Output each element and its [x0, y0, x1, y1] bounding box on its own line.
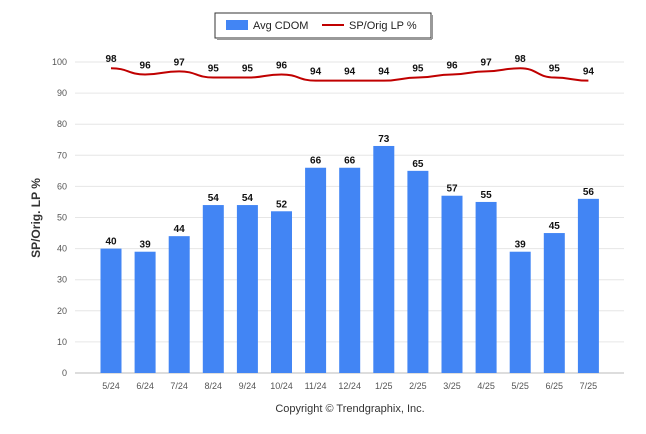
copyright-footer: Copyright © Trendgraphix, Inc. [275, 403, 424, 415]
bar [577, 198, 599, 373]
bar-labels: 40 39 44 54 54 52 66 66 73 65 57 55 39 45 56 [105, 134, 594, 251]
bar-data-label: 54 [242, 193, 254, 204]
bar-data-label: 52 [276, 199, 288, 210]
x-tick-label: 3/25 [443, 381, 461, 391]
bar-data-label: 55 [481, 190, 493, 201]
x-tick-label: 2/25 [409, 381, 427, 391]
bar-data-label: 57 [446, 184, 458, 195]
line-data-label: 98 [105, 54, 117, 65]
line-data-label: 95 [242, 64, 254, 75]
bar [236, 205, 258, 373]
line-labels: 98 96 97 95 95 96 94 94 94 95 96 97 98 95 94 [105, 54, 594, 77]
x-tick-label: 7/24 [170, 381, 188, 391]
y-tick-label: 30 [57, 275, 67, 285]
x-tick-label: 10/24 [270, 381, 293, 391]
bar [339, 167, 361, 373]
bar [271, 211, 292, 373]
bar [475, 201, 497, 373]
line-path [110, 67, 589, 82]
x-tick-label: 1/25 [375, 381, 393, 391]
bar-data-label: 39 [515, 240, 527, 251]
line-data-label: 96 [140, 60, 152, 71]
legend: Avg CDOM SP/Orig LP % [214, 12, 433, 40]
bar-data-label: 65 [412, 159, 424, 170]
x-ticks: 5/24 6/24 7/24 8/24 9/24 10/24 11/24 12/24 1/25 2… [102, 381, 597, 391]
bar-data-label: 45 [549, 221, 561, 232]
bar-data-label: 66 [310, 156, 322, 167]
y-tick-label: 20 [57, 306, 67, 316]
bar [134, 251, 156, 373]
bar-data-label: 44 [174, 224, 186, 235]
y-ticks: 0 10 20 30 40 50 60 70 80 90 100 [52, 57, 67, 378]
line-data-label: 96 [276, 60, 288, 71]
bar-data-label: 40 [105, 237, 117, 248]
line-data-label: 94 [378, 67, 390, 78]
y-tick-label: 80 [57, 119, 67, 129]
bar [373, 145, 395, 373]
line-data-label: 94 [344, 67, 356, 78]
bar-data-label: 73 [378, 134, 390, 145]
x-tick-label: 5/24 [102, 381, 120, 391]
bar [168, 236, 190, 373]
bar [543, 233, 565, 373]
line-data-label: 94 [583, 67, 595, 78]
x-tick-label: 5/25 [511, 381, 529, 391]
bar [305, 167, 327, 373]
y-tick-label: 70 [57, 150, 67, 160]
line-data-label: 96 [446, 60, 458, 71]
bars [100, 145, 599, 373]
bar [202, 205, 224, 373]
x-tick-label: 11/24 [305, 381, 327, 391]
line-data-label: 94 [310, 67, 322, 78]
x-tick-label: 12/24 [338, 381, 361, 391]
x-tick-label: 4/25 [477, 381, 495, 391]
y-tick-label: 100 [52, 57, 67, 67]
bar [441, 195, 463, 373]
bar-data-label: 54 [208, 193, 220, 204]
x-tick-label: 6/24 [136, 381, 154, 391]
y-axis-label: SP/Orig. LP % [29, 178, 43, 258]
line-data-label: 95 [208, 64, 220, 75]
bar-data-label: 66 [344, 156, 356, 167]
y-tick-label: 40 [57, 244, 67, 254]
line-data-label: 98 [515, 54, 527, 65]
y-tick-label: 60 [57, 181, 67, 191]
legend-swatch-bar [226, 20, 248, 30]
y-tick-label: 90 [57, 88, 67, 98]
line-data-label: 97 [174, 57, 186, 68]
x-tick-label: 6/25 [546, 381, 564, 391]
line-series [110, 67, 589, 82]
legend-label-line: SP/Orig LP % [349, 20, 417, 32]
y-tick-label: 50 [57, 213, 67, 223]
bar-data-label: 56 [583, 187, 595, 198]
bar [509, 251, 531, 373]
y-tick-label: 0 [62, 368, 67, 378]
line-data-label: 97 [481, 57, 493, 68]
x-tick-label: 7/25 [580, 381, 598, 391]
legend-label-bar: Avg CDOM [253, 20, 308, 32]
x-tick-label: 9/24 [239, 381, 257, 391]
x-tick-label: 8/24 [205, 381, 223, 391]
bar [407, 170, 429, 373]
bar [100, 248, 122, 373]
line-data-label: 95 [412, 64, 424, 75]
y-tick-label: 10 [57, 337, 67, 347]
line-data-label: 95 [549, 64, 561, 75]
bar-data-label: 39 [140, 240, 152, 251]
